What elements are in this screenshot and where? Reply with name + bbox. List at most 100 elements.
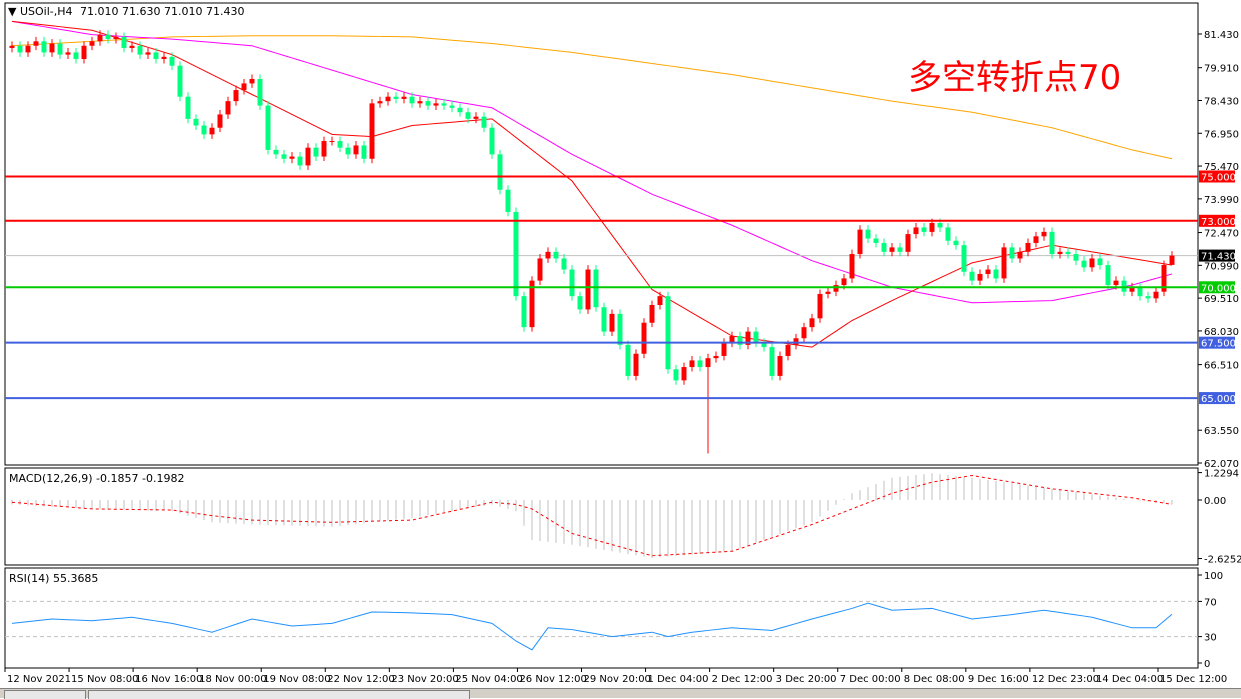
candle-body [953,240,959,246]
candle-body [673,369,679,381]
candle-body [505,189,511,212]
candle-body [17,45,23,53]
moving-average-mid [11,20,1173,304]
candle-body [809,318,815,328]
candle-body [913,227,919,235]
candle-body [777,355,783,376]
candle-body [1145,296,1151,299]
candle-body [753,331,759,343]
moving-average-slow [11,35,1173,160]
candle-body [521,296,527,328]
macd-signal-line [11,474,1173,557]
candle-body [833,285,839,292]
candle-body [993,269,999,279]
candle-body [409,96,415,104]
time-tick-label: 9 Dec 16:00 [968,674,1029,685]
chart-tab[interactable] [4,690,86,699]
candle-body [297,156,303,166]
chart-tab[interactable] [88,690,470,699]
candle-body [897,247,903,252]
current-price-label: 71.430 [1201,252,1236,263]
level-label: 70.000 [1201,283,1236,294]
candle-body [1105,265,1111,286]
candle-body [793,338,799,345]
candle-body [1089,258,1095,268]
candle-body [817,293,823,319]
main-pane-frame [4,2,1199,466]
candle-body [801,327,807,339]
candle-body [473,116,479,119]
candle-body [601,307,607,332]
candle-body [345,147,351,155]
candle-body [89,41,95,46]
candle-body [585,269,591,310]
candle-body [281,154,287,159]
price-tick-label: 75.470 [1204,162,1239,173]
level-label-bg [1199,336,1235,349]
candle-body [417,101,423,104]
candle-body [329,141,335,143]
current-price-label-bg [1199,249,1235,262]
time-tick-label: 7 Dec 00:00 [840,674,901,685]
candle-body [433,103,439,106]
candle-body [489,127,495,155]
candle-body [977,273,983,281]
time-tick-label: 29 Nov 20:00 [584,674,651,685]
candle-body [1041,231,1047,237]
time-tick-label: 19 Nov 08:00 [263,674,330,685]
candle-body [337,141,343,148]
candle-body [313,147,319,157]
candle-body [873,238,879,243]
candle-body [49,43,55,53]
time-tick-label: 3 Dec 20:00 [776,674,837,685]
annotation-text: 多空转折点70 [908,58,1122,98]
macd-tick-label: 0.00 [1204,496,1226,507]
candle-body [937,223,943,228]
candle-body [729,336,735,343]
candle-body [153,52,159,60]
time-tick-label: 15 Dec 12:00 [1160,674,1227,685]
candle-body [577,296,583,310]
candle-body [881,242,887,252]
price-tick-label: 81.430 [1204,30,1239,41]
time-tick-label: 18 Nov 00:00 [199,674,266,685]
candle-body [1113,280,1119,286]
rsi-title: RSI(14) 55.3685 [9,572,99,585]
candle-body [249,78,255,84]
time-tick-label: 14 Dec 04:00 [1096,674,1163,685]
level-label: 73.000 [1201,217,1236,228]
candle-body [1097,258,1103,266]
candle-body [641,322,647,354]
candle-body [689,360,695,368]
candle-body [841,278,847,286]
candle-body [1057,251,1063,255]
candle-body [321,141,327,157]
price-tick-label: 78.430 [1204,96,1239,107]
candle-body [633,353,639,376]
candle-body [649,305,655,323]
candle-body [465,112,471,119]
time-tick-label: 23 Nov 20:00 [391,674,458,685]
candle-body [657,296,663,306]
candle-body [1065,251,1071,255]
candle-body [361,145,367,159]
candle-body [273,149,279,155]
candle-body [705,358,711,368]
candle-body [849,254,855,279]
candle-body [737,336,743,345]
candle-body [625,344,631,376]
candle-body [1001,247,1007,279]
candle-body [1025,242,1031,252]
dropdown-triangle-icon[interactable]: ▼ [8,5,17,18]
candle-body [449,105,455,108]
rsi-line [11,602,1173,651]
candle-body [713,355,719,359]
candle-body [217,114,223,128]
candle-body [145,52,151,55]
candle-body [73,52,79,60]
candle-body [1161,264,1167,292]
candle-body [385,96,391,102]
candle-body [105,34,111,40]
ohlc-values: 71.010 71.630 71.010 71.430 [80,5,245,18]
